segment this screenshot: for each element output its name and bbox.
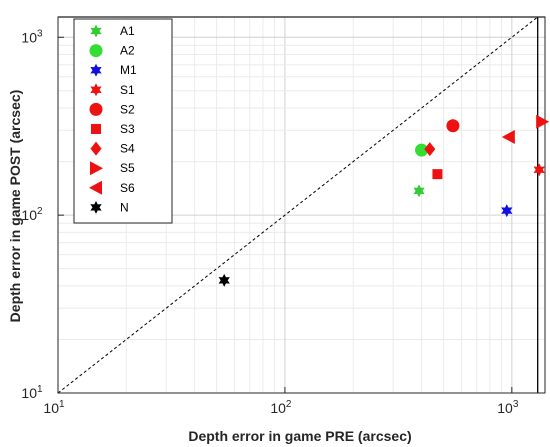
data-point-s4 bbox=[424, 142, 436, 157]
legend-label-s1: S1 bbox=[120, 83, 135, 97]
legend-marker-s3 bbox=[91, 124, 101, 134]
x-tick-exponent: 3 bbox=[513, 399, 519, 410]
data-point-m1 bbox=[501, 204, 513, 218]
legend-label-s2: S2 bbox=[120, 102, 135, 116]
legend: A1 A2 M1 S1 S2 S3 S4 S5 S6 N bbox=[73, 18, 173, 224]
x-tick-label: 102 bbox=[270, 399, 292, 416]
data-point-s1 bbox=[533, 163, 545, 177]
legend-label-s6: S6 bbox=[120, 181, 135, 195]
legend-marker-s2 bbox=[89, 102, 103, 116]
data-point-a2 bbox=[415, 143, 429, 157]
legend-label-a1: A1 bbox=[120, 24, 135, 38]
x-tick-label: 101 bbox=[43, 399, 65, 416]
legend-marker-a2 bbox=[89, 44, 103, 58]
legend-marker-a1 bbox=[90, 24, 102, 38]
legend-marker-n bbox=[90, 200, 102, 214]
data-markers bbox=[218, 114, 550, 287]
data-point-s3 bbox=[432, 169, 443, 180]
y-tick-label: 102 bbox=[21, 206, 43, 223]
legend-marker-s1 bbox=[90, 83, 102, 97]
legend-label-s3: S3 bbox=[120, 122, 135, 136]
x-tick-exponent: 1 bbox=[59, 399, 65, 410]
legend-label-a2: A2 bbox=[120, 44, 135, 58]
y-tick-exponent: 2 bbox=[37, 206, 43, 217]
data-point-a1 bbox=[413, 184, 425, 198]
plot-frame bbox=[57, 16, 546, 394]
grid bbox=[57, 17, 545, 394]
identity-line bbox=[57, 16, 539, 394]
legend-marker-s5 bbox=[90, 161, 103, 176]
x-tick-exponent: 2 bbox=[286, 399, 292, 410]
data-point-s2 bbox=[446, 119, 460, 133]
data-point-n bbox=[218, 273, 230, 287]
y-tick-exponent: 3 bbox=[37, 28, 43, 39]
legend-marker-s4 bbox=[90, 141, 102, 156]
legend-label-s5: S5 bbox=[120, 161, 135, 175]
y-axis-title: Depth error in game POST (arcsec) bbox=[7, 90, 23, 323]
legend-marker-m1 bbox=[90, 63, 102, 77]
legend-label-m1: M1 bbox=[120, 63, 137, 77]
y-tick-label: 103 bbox=[21, 28, 43, 45]
axes-frame bbox=[57, 16, 546, 394]
legend-label-n: N bbox=[120, 200, 129, 214]
y-tick-label: 101 bbox=[21, 384, 43, 401]
data-point-s5 bbox=[536, 114, 550, 129]
y-tick-exponent: 1 bbox=[37, 384, 43, 395]
data-point-s6 bbox=[501, 129, 515, 144]
x-tick-label: 103 bbox=[497, 399, 519, 416]
legend-label-s4: S4 bbox=[120, 142, 135, 156]
legend-marker-s6 bbox=[89, 180, 102, 195]
x-axis-title: Depth error in game PRE (arcsec) bbox=[188, 428, 411, 444]
